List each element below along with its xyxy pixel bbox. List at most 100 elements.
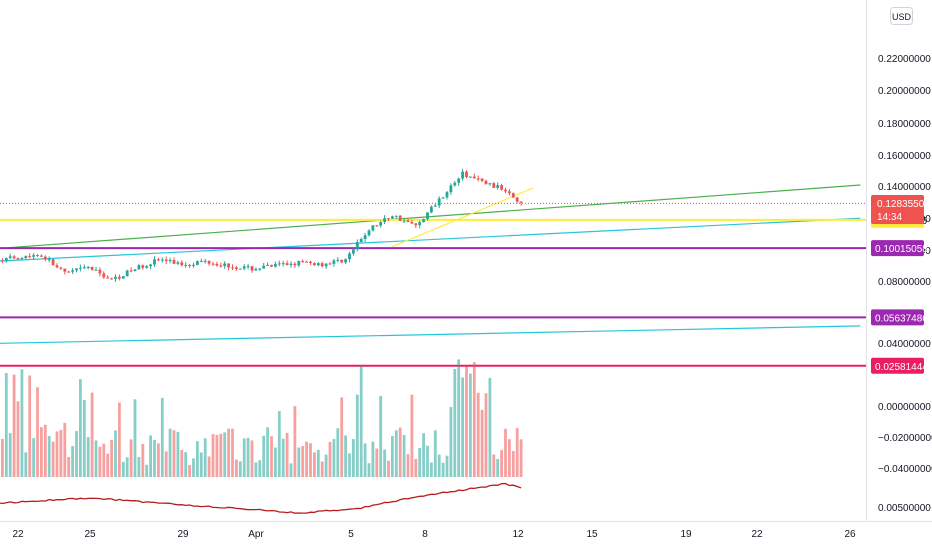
time-tick-label: 22 <box>12 529 24 540</box>
time-tick-label: 25 <box>84 529 96 540</box>
volume-bar <box>157 443 160 477</box>
candle-body <box>270 264 273 267</box>
volume-bar <box>465 365 468 477</box>
candle-body <box>433 205 437 207</box>
candle-body <box>16 258 20 260</box>
candle-body <box>223 263 227 267</box>
time-tick-label: 22 <box>751 529 763 540</box>
volume-bar <box>215 434 219 477</box>
volume-bar <box>75 431 78 477</box>
candle-body <box>297 261 301 266</box>
volume-bar <box>437 454 441 477</box>
price-tick-label: 0.22000000 <box>878 54 931 65</box>
candle-body <box>309 261 312 264</box>
volume-bar <box>504 428 507 477</box>
candle-body <box>336 259 340 261</box>
volume-bar <box>219 433 223 477</box>
volume-bar <box>121 461 125 477</box>
trend-line[interactable] <box>0 184 861 249</box>
last-price-badge: 0.12835500 14:34 <box>871 195 930 224</box>
candle-body <box>137 265 141 270</box>
volume-bar <box>449 407 453 477</box>
candle-body <box>246 266 250 268</box>
time-tick-label: 5 <box>348 529 354 540</box>
level-badge-label: 0.02581444 <box>875 362 928 373</box>
volume-bar <box>1 439 4 477</box>
volume-bars <box>1 359 523 477</box>
volume-bar <box>508 439 511 477</box>
candle-body <box>465 171 468 178</box>
candle-body <box>176 262 180 264</box>
candle-body <box>274 264 277 267</box>
volume-bar <box>511 451 515 477</box>
candle-body <box>227 263 230 268</box>
volume-bar <box>43 424 47 477</box>
candle-body <box>51 259 55 266</box>
volume-bar <box>227 428 230 477</box>
trend-line[interactable] <box>0 217 861 262</box>
volume-bar <box>188 464 191 477</box>
volume-bar <box>359 366 363 477</box>
volume-bar <box>285 432 289 477</box>
trend-line[interactable] <box>0 325 861 344</box>
candle-body <box>426 212 429 220</box>
volume-bar <box>223 432 227 477</box>
volume-bar <box>141 443 145 477</box>
candle-body <box>86 267 90 269</box>
volume-bar <box>422 433 425 477</box>
volume-bar <box>20 369 24 477</box>
candle-body <box>324 263 328 267</box>
candle-body <box>90 267 94 270</box>
volume-bar <box>461 377 464 477</box>
candle-body <box>379 221 383 226</box>
volume-bar <box>402 434 406 477</box>
volume-bar <box>238 461 242 477</box>
volume-bar <box>418 447 422 477</box>
candle-body <box>133 269 137 271</box>
trend-line[interactable] <box>392 187 534 248</box>
candle-body <box>192 264 195 266</box>
volume-bar <box>426 445 429 477</box>
time-tick-label: 12 <box>512 529 524 540</box>
volume-bar <box>476 392 480 477</box>
volume-bar <box>379 395 383 477</box>
candle-body <box>262 265 266 269</box>
candle-body <box>406 220 410 222</box>
volume-bar <box>355 394 359 477</box>
volume-bar <box>488 377 492 477</box>
volume-bar <box>313 452 316 477</box>
volume-bar <box>153 439 156 477</box>
volume-bar <box>320 461 324 477</box>
volume-bar <box>63 422 67 477</box>
trend-lines <box>0 184 861 344</box>
currency-label: USD <box>892 12 912 22</box>
candle-body <box>1 260 4 262</box>
volume-bar <box>391 436 394 477</box>
volume-bar <box>270 436 273 477</box>
candle-body <box>184 264 188 266</box>
volume-bar <box>36 387 39 477</box>
volume-ma-line <box>0 482 522 514</box>
candle-body <box>8 256 12 258</box>
candle-body <box>355 242 359 250</box>
volume-bar <box>82 399 86 477</box>
volume-bar <box>430 462 433 477</box>
candle-body <box>367 230 371 236</box>
volume-bar <box>414 458 418 477</box>
countdown-timer: 14:34 <box>877 212 902 223</box>
candle-body <box>24 256 28 259</box>
time-tick-label: 8 <box>422 529 428 540</box>
volume-bar <box>371 441 375 477</box>
volume-bar <box>203 438 207 477</box>
level-badge-label: 0.05637486 <box>875 313 928 324</box>
currency-button[interactable]: USD <box>890 7 913 25</box>
candle-body <box>59 267 63 269</box>
candle-body <box>352 249 355 254</box>
volume-bar <box>4 373 8 477</box>
time-tick-label: 26 <box>844 529 856 540</box>
candle-body <box>398 215 402 221</box>
candle-body <box>519 201 523 203</box>
volume-bar <box>305 441 308 477</box>
volume-bar <box>262 435 266 477</box>
